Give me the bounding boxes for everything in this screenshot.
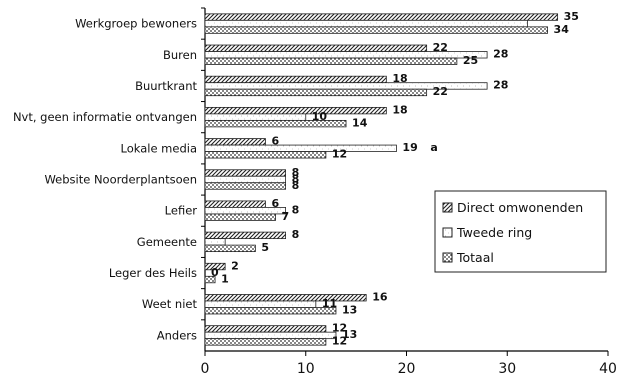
data-label: 28 (493, 48, 508, 61)
data-label: 0 (211, 266, 219, 279)
data-label: 10 (312, 110, 328, 123)
bar-light (204, 113, 307, 121)
legend-swatch (442, 227, 453, 238)
bar-light (204, 144, 397, 152)
data-label: 8 (292, 179, 300, 192)
x-tick-label: 10 (297, 361, 315, 377)
data-label: 1 (221, 272, 229, 285)
data-label: 2 (231, 259, 239, 272)
data-label: 8 (292, 172, 300, 185)
x-tick-label: 0 (201, 361, 210, 377)
x-tick-label: 40 (599, 361, 617, 377)
bar-dots (204, 244, 256, 253)
bar-hatch (204, 169, 286, 177)
bar-light (204, 331, 337, 340)
bar-dots (204, 151, 327, 159)
bar-dots (204, 275, 216, 284)
data-label: 8 (292, 166, 300, 179)
data-label: 34 (554, 23, 570, 36)
legend-label: Totaal (456, 250, 494, 265)
data-label: 22 (433, 41, 448, 54)
legend-box (434, 190, 607, 273)
bar-dots (204, 119, 347, 128)
data-label: 11 (322, 297, 337, 310)
bar-hatch (204, 294, 367, 302)
bar-light (204, 175, 286, 184)
x-tick-label: 20 (398, 361, 416, 377)
data-label: 6 (271, 197, 279, 210)
bar-hatch (204, 13, 559, 21)
legend-swatch (442, 202, 453, 213)
category-label: Website Noorderplantsoen (44, 173, 197, 187)
data-label: 6 (271, 135, 279, 148)
category-label: Leger des Heils (109, 266, 197, 280)
axes: 0 10 20 30 40 (201, 7, 617, 377)
data-label: 25 (463, 54, 478, 67)
data-label: 19 (402, 141, 417, 154)
annotation: a (430, 141, 437, 154)
data-label: 28 (493, 79, 508, 92)
bar-dots (204, 213, 276, 221)
category-label: Lokale media (121, 141, 198, 155)
data-label: 5 (261, 241, 269, 254)
category-label: Buren (163, 48, 197, 62)
legend-label: Tweede ring (456, 225, 532, 240)
data-label: 12 (332, 322, 347, 335)
category-label: Anders (157, 328, 197, 342)
bar-hatch (204, 75, 387, 84)
bar-hatch (204, 44, 428, 52)
data-label: 18 (392, 103, 407, 116)
bar-dots (204, 182, 286, 190)
bar-hatch (204, 106, 387, 115)
bar-dots (204, 338, 327, 346)
data-label: 22 (433, 85, 448, 98)
legend-label: Direct omwonenden (457, 200, 583, 215)
bars (204, 13, 559, 346)
bar-hatch (204, 138, 266, 146)
bar-light (204, 19, 528, 28)
legend-swatch (442, 252, 453, 263)
category-label: Nvt, geen informatie ontvangen (13, 110, 197, 124)
bar-hatch (204, 231, 286, 240)
data-label: 12 (332, 148, 347, 161)
bar-dots (204, 88, 428, 97)
x-tick-label: 30 (498, 361, 516, 377)
data-label: 13 (342, 303, 357, 316)
category-label: Buurtkrant (135, 79, 197, 93)
bar-hatch (204, 200, 266, 208)
data-label: 12 (332, 335, 347, 348)
data-label: 16 (372, 290, 388, 303)
bar-light (204, 300, 317, 308)
category-label: Werkgroep bewoners (75, 17, 197, 31)
bar-hatch (204, 262, 226, 271)
data-label: 14 (352, 116, 368, 129)
data-label: 35 (564, 10, 579, 23)
category-label: Gemeente (137, 235, 197, 249)
category-label: Lefier (165, 204, 198, 218)
data-label: 7 (282, 210, 290, 223)
data-label: 8 (292, 203, 300, 216)
bar-dots (204, 57, 458, 65)
bar-light (204, 238, 226, 246)
bar-dots (204, 307, 337, 315)
legend: Direct omwonenden Tweede ring Totaal (434, 190, 607, 273)
data-label: 8 (292, 228, 300, 241)
data-label: 13 (342, 328, 357, 341)
category-label: Weet niet (142, 297, 198, 311)
bar-dots (204, 26, 548, 34)
bar-hatch (204, 325, 327, 333)
data-label: 18 (392, 72, 407, 85)
